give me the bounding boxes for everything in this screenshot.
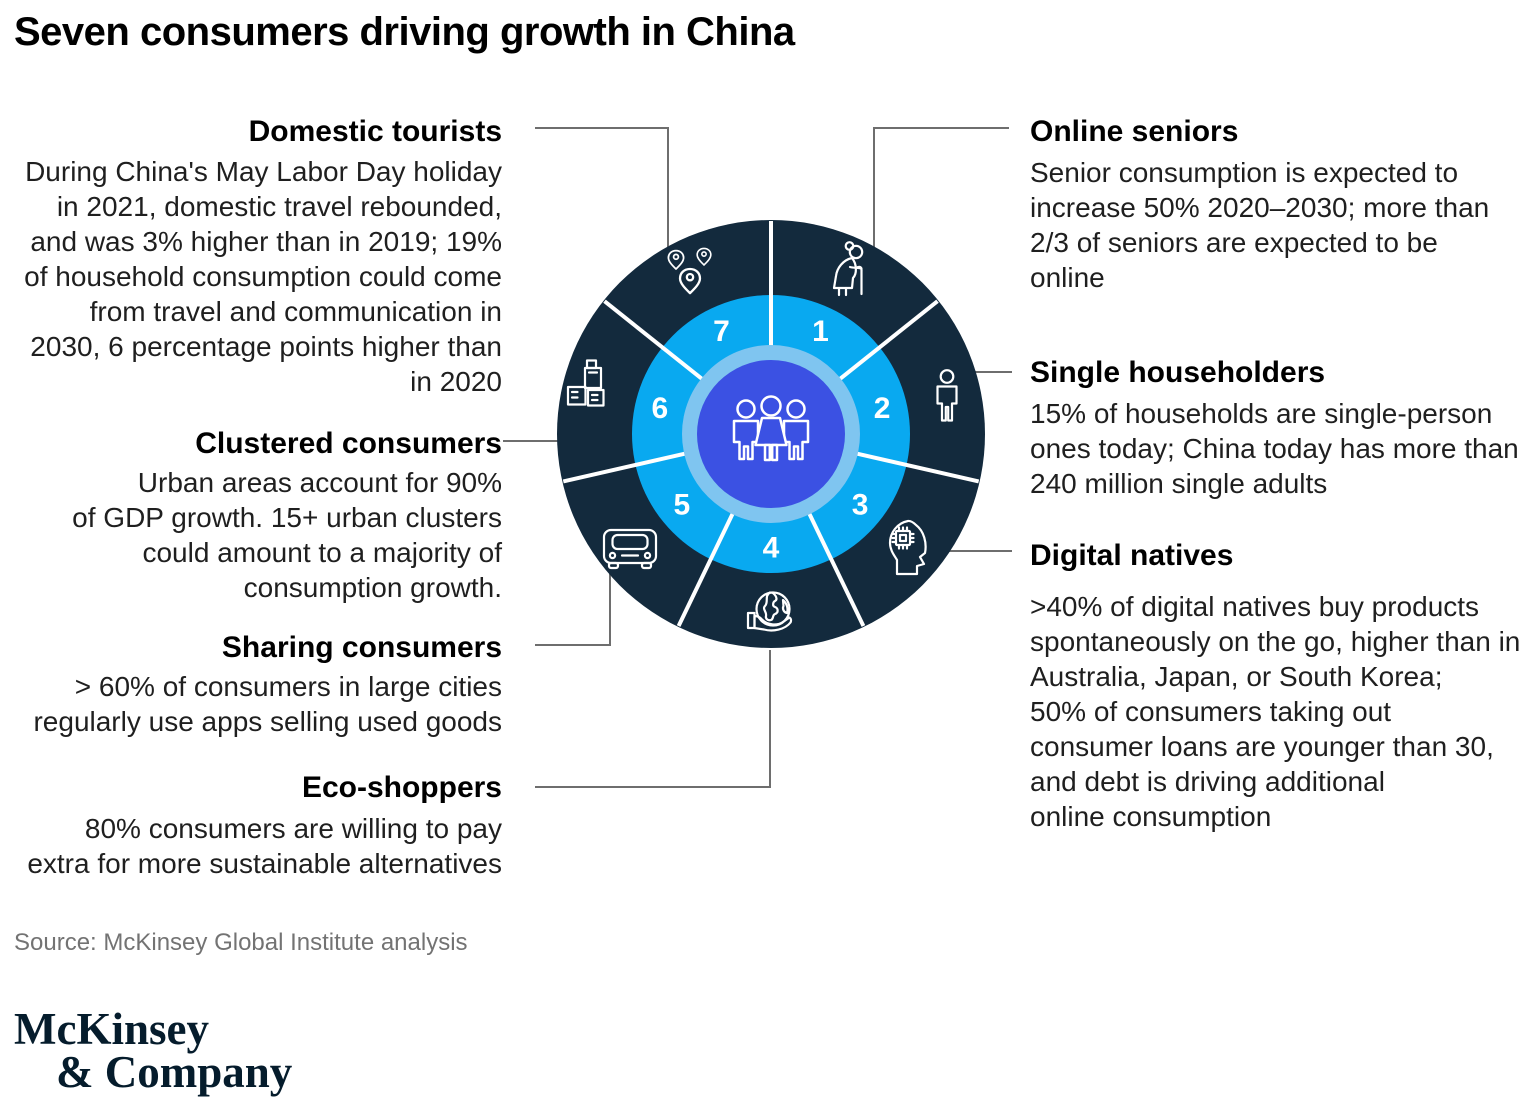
section-sharing-consumers: Sharing consumers bbox=[0, 630, 502, 666]
connector-online-seniors bbox=[873, 127, 1009, 247]
clustered-consumers-body-wrap: Urban areas account for 90% of GDP growt… bbox=[0, 465, 502, 605]
divider-1-2 bbox=[832, 299, 939, 386]
segment-dividers bbox=[562, 221, 980, 627]
divider-2-3 bbox=[848, 449, 980, 484]
head-chip-icon bbox=[888, 519, 927, 576]
sharing-consumers-body-wrap: > 60% of consumers in large cities regul… bbox=[0, 669, 502, 739]
connector-lines bbox=[503, 127, 1012, 788]
segment-number-7: 7 bbox=[713, 315, 730, 348]
online-seniors-heading: Online seniors bbox=[1030, 115, 1239, 148]
segment-number-4: 4 bbox=[763, 532, 780, 565]
buildings-icon bbox=[566, 359, 605, 407]
connector-sharing-consumers bbox=[535, 572, 611, 646]
single-householders-body-wrap: 15% of households are single-person ones… bbox=[1030, 396, 1530, 501]
section-clustered-consumers: Clustered consumers bbox=[0, 426, 502, 462]
eco-shoppers-body: 80% consumers are willing to pay extra f… bbox=[27, 813, 502, 879]
globe-hand-icon bbox=[746, 591, 793, 632]
section-online-seniors: Online seniors bbox=[1030, 114, 1530, 150]
divider-6-7 bbox=[603, 299, 710, 386]
section-domestic-tourists: Domestic tourists bbox=[0, 114, 502, 150]
segment-number-6: 6 bbox=[652, 392, 669, 425]
online-seniors-body-wrap: Senior consumption is expected to increa… bbox=[1030, 155, 1530, 295]
mckinsey-logo-line2: & Company bbox=[56, 1047, 293, 1097]
section-single-householders: Single householders bbox=[1030, 355, 1530, 391]
segment-number-5: 5 bbox=[674, 489, 691, 522]
senior-icon bbox=[832, 241, 864, 297]
digital-natives-body: >40% of digital natives buy products spo… bbox=[1030, 591, 1521, 832]
single-householders-body: 15% of households are single-person ones… bbox=[1030, 398, 1519, 499]
car-icon bbox=[602, 528, 658, 570]
divider-5-6 bbox=[562, 449, 694, 484]
page-title: Seven consumers driving growth in China bbox=[14, 10, 795, 54]
segment-number-3: 3 bbox=[852, 489, 869, 522]
seven-consumers-wheel-diagram: 1 2 3 4 5 6 7 bbox=[503, 127, 1012, 788]
connector-domestic-tourists bbox=[535, 127, 669, 247]
segment-number-2: 2 bbox=[874, 392, 891, 425]
map-pins-icon bbox=[667, 247, 712, 295]
eco-shoppers-heading: Eco-shoppers bbox=[301, 771, 502, 804]
digital-natives-body-wrap: >40% of digital natives buy products spo… bbox=[1030, 589, 1530, 834]
section-digital-natives: Digital natives bbox=[1030, 538, 1530, 574]
domestic-tourists-body-wrap: During China's May Labor Day holiday in … bbox=[0, 154, 502, 399]
domestic-tourists-heading: Domestic tourists bbox=[248, 115, 502, 148]
domestic-tourists-body: During China's May Labor Day holiday in … bbox=[24, 156, 502, 397]
source-note: Source: McKinsey Global Institute analys… bbox=[14, 929, 468, 956]
eco-shoppers-body-wrap: 80% consumers are willing to pay extra f… bbox=[0, 811, 502, 881]
single-person-icon bbox=[936, 369, 958, 422]
single-householders-heading: Single householders bbox=[1030, 356, 1326, 389]
digital-natives-heading: Digital natives bbox=[1030, 539, 1234, 572]
segment-numbers: 1 2 3 4 5 6 7 bbox=[652, 315, 891, 565]
clustered-consumers-body: Urban areas account for 90% of GDP growt… bbox=[72, 467, 502, 603]
segment-icons bbox=[566, 241, 958, 632]
sharing-consumers-heading: Sharing consumers bbox=[221, 631, 502, 664]
connector-eco-shoppers bbox=[535, 650, 771, 788]
clustered-consumers-heading: Clustered consumers bbox=[195, 427, 502, 460]
mckinsey-logo-line1: McKinsey bbox=[14, 1004, 209, 1054]
divider-3-4 bbox=[803, 505, 866, 627]
mckinsey-logo: McKinsey & Company bbox=[14, 1004, 293, 1097]
section-eco-shoppers: Eco-shoppers bbox=[0, 770, 502, 806]
divider-4-5 bbox=[676, 505, 739, 627]
online-seniors-body: Senior consumption is expected to increa… bbox=[1030, 157, 1490, 293]
segment-number-1: 1 bbox=[812, 315, 829, 348]
people-group-icon bbox=[732, 395, 810, 462]
sharing-consumers-body: > 60% of consumers in large cities regul… bbox=[33, 671, 502, 737]
